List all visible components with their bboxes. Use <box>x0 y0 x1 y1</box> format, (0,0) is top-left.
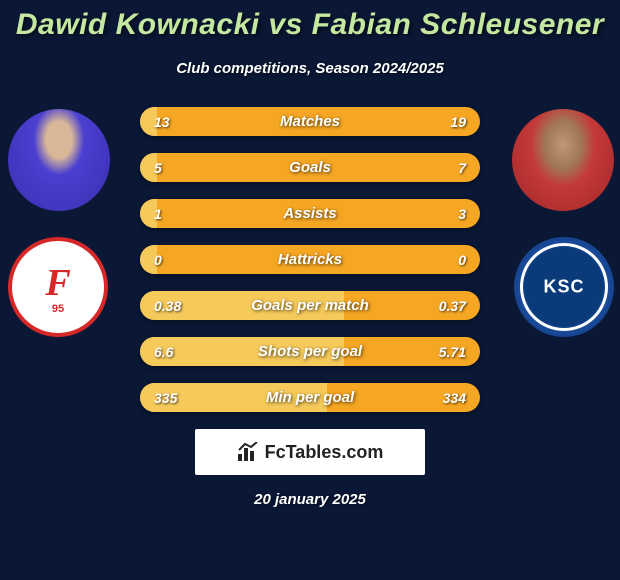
subtitle: Club competitions, Season 2024/2025 <box>0 60 620 77</box>
stat-label: Min per goal <box>189 389 431 406</box>
stat-label: Goals per match <box>189 297 431 314</box>
player2-avatar <box>512 109 614 211</box>
stat-label: Hattricks <box>189 251 431 268</box>
stat-label: Goals <box>189 159 431 176</box>
stat-row: 0Hattricks0 <box>140 245 480 274</box>
stat-left-value: 6.6 <box>154 344 189 360</box>
stat-left-value: 0.38 <box>154 298 189 314</box>
stat-left-value: 13 <box>154 114 189 130</box>
stat-right-value: 19 <box>431 114 466 130</box>
stat-right-value: 7 <box>431 160 466 176</box>
footer-brand-logo[interactable]: FcTables.com <box>195 429 425 475</box>
stat-label: Matches <box>189 113 431 130</box>
stat-right-value: 3 <box>431 206 466 222</box>
stat-left-value: 5 <box>154 160 189 176</box>
stat-row: 6.6Shots per goal5.71 <box>140 337 480 366</box>
stat-left-value: 335 <box>154 390 189 406</box>
player1-name: Dawid Kownacki <box>16 8 260 41</box>
stat-left-value: 1 <box>154 206 189 222</box>
club-badge-fortuna <box>8 237 108 337</box>
player1-avatar-image <box>8 109 110 211</box>
snapshot-date: 20 january 2025 <box>0 491 620 508</box>
stats-bars: 13Matches195Goals71Assists30Hattricks00.… <box>140 107 480 412</box>
player2-avatar-image <box>512 109 614 211</box>
stat-right-value: 0 <box>431 252 466 268</box>
player1-club-badge <box>8 237 108 337</box>
stat-row: 335Min per goal334 <box>140 383 480 412</box>
stat-row: 1Assists3 <box>140 199 480 228</box>
player2-name: Fabian Schleusener <box>312 8 604 41</box>
stat-right-value: 334 <box>431 390 466 406</box>
chart-icon <box>237 442 259 462</box>
player1-avatar <box>8 109 110 211</box>
page-title: Dawid Kownacki vs Fabian Schleusener <box>0 0 620 42</box>
stat-left-value: 0 <box>154 252 189 268</box>
footer-brand-text: FcTables.com <box>265 442 384 463</box>
club-badge-ksc <box>514 237 614 337</box>
stat-row: 0.38Goals per match0.37 <box>140 291 480 320</box>
stat-right-value: 5.71 <box>431 344 466 360</box>
vs-text: vs <box>268 8 302 41</box>
stat-right-value: 0.37 <box>431 298 466 314</box>
stat-row: 13Matches19 <box>140 107 480 136</box>
stat-label: Assists <box>189 205 431 222</box>
player2-club-badge <box>514 237 614 337</box>
stat-label: Shots per goal <box>189 343 431 360</box>
stat-row: 5Goals7 <box>140 153 480 182</box>
comparison-panel: 13Matches195Goals71Assists30Hattricks00.… <box>0 107 620 412</box>
